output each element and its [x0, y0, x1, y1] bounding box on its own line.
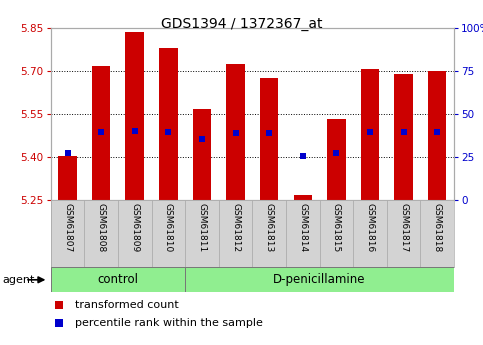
Text: GSM61813: GSM61813 — [265, 204, 274, 253]
Bar — [227, 63, 245, 200]
Bar — [420, 200, 454, 267]
Bar — [253, 200, 286, 267]
Bar — [327, 119, 346, 200]
Text: GSM61815: GSM61815 — [332, 204, 341, 253]
Bar — [394, 74, 413, 200]
Bar — [294, 195, 312, 200]
Text: GSM61818: GSM61818 — [433, 204, 442, 253]
Bar — [185, 267, 454, 292]
Text: GSM61807: GSM61807 — [63, 204, 72, 253]
Text: GSM61817: GSM61817 — [399, 204, 408, 253]
Text: GSM61816: GSM61816 — [366, 204, 374, 253]
Bar — [159, 48, 178, 200]
Text: GSM61809: GSM61809 — [130, 204, 139, 253]
Bar — [118, 200, 152, 267]
Text: GSM61808: GSM61808 — [97, 204, 106, 253]
Text: D-penicillamine: D-penicillamine — [273, 273, 366, 286]
Bar — [152, 200, 185, 267]
Bar — [353, 200, 387, 267]
Bar — [126, 32, 144, 200]
Text: GSM61814: GSM61814 — [298, 204, 307, 253]
Text: agent: agent — [2, 275, 35, 285]
Text: percentile rank within the sample: percentile rank within the sample — [75, 318, 263, 327]
Text: GSM61811: GSM61811 — [198, 204, 206, 253]
Bar — [387, 200, 420, 267]
Text: transformed count: transformed count — [75, 300, 179, 310]
Bar — [193, 109, 211, 200]
Bar — [51, 200, 85, 267]
Text: control: control — [98, 273, 139, 286]
Text: GDS1394 / 1372367_at: GDS1394 / 1372367_at — [161, 17, 322, 31]
Bar — [51, 267, 185, 292]
Bar — [286, 200, 320, 267]
Bar — [219, 200, 253, 267]
Bar — [58, 156, 77, 200]
Text: GSM61810: GSM61810 — [164, 204, 173, 253]
Bar — [185, 200, 219, 267]
Bar — [428, 71, 446, 200]
Bar — [85, 200, 118, 267]
Bar — [92, 66, 111, 200]
Bar — [320, 200, 353, 267]
Bar — [361, 69, 379, 200]
Text: GSM61812: GSM61812 — [231, 204, 240, 253]
Bar — [260, 78, 278, 200]
